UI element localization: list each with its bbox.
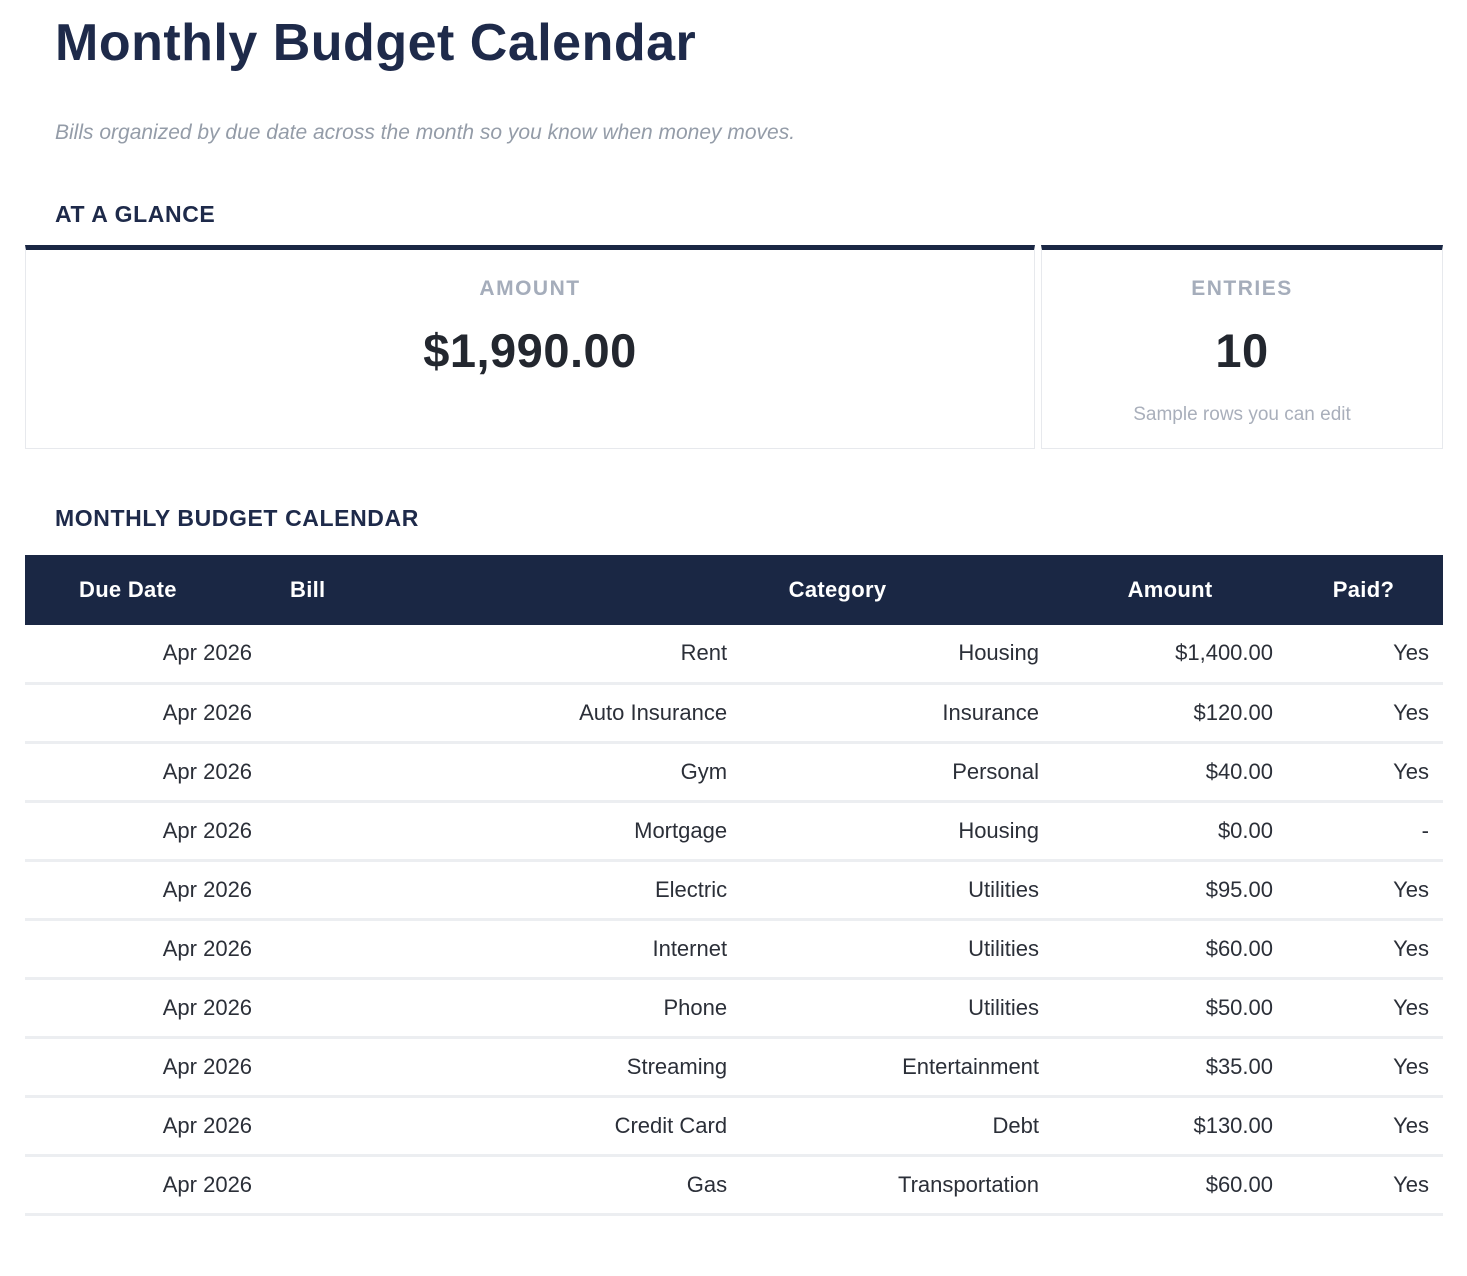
page-title: Monthly Budget Calendar — [55, 14, 697, 72]
amount-cell: $35.00 — [1053, 1037, 1287, 1099]
entries-card-label: ENTRIES — [1191, 276, 1293, 300]
bill-cell: Credit Card — [266, 1096, 742, 1158]
paid-cell: - — [1287, 801, 1443, 863]
amount-cell: $60.00 — [1053, 919, 1287, 981]
paid-cell: Yes — [1287, 860, 1443, 922]
table-header-row: Due Date Bill Category Amount Paid? — [25, 554, 1443, 625]
paid-cell: Yes — [1287, 624, 1443, 686]
paid-cell: Yes — [1287, 1155, 1443, 1217]
budget-table: Due Date Bill Category Amount Paid? Apr … — [25, 554, 1443, 1217]
amount-cell: $130.00 — [1053, 1096, 1287, 1158]
table-row[interactable]: Apr 2026 Internet Utilities $60.00 Yes — [25, 919, 1443, 981]
entries-card-value: 10 — [1215, 323, 1269, 377]
paid-cell: Yes — [1287, 919, 1443, 981]
amount-card-value: $1,990.00 — [423, 323, 637, 377]
glance-cards: AMOUNT $1,990.00 ENTRIES 10 Sample rows … — [25, 244, 1443, 449]
entries-card-note: Sample rows you can edit — [1133, 403, 1351, 425]
category-cell: Housing — [741, 624, 1054, 686]
bill-cell: Auto Insurance — [266, 683, 742, 745]
amount-card-label: AMOUNT — [479, 276, 581, 300]
paid-cell: Yes — [1287, 1096, 1443, 1158]
category-cell: Debt — [741, 1096, 1054, 1158]
table-row[interactable]: Apr 2026 Phone Utilities $50.00 Yes — [25, 978, 1443, 1040]
calendar-section-heading: MONTHLY BUDGET CALENDAR — [55, 504, 419, 531]
amount-cell: $120.00 — [1053, 683, 1287, 745]
bill-cell: Mortgage — [266, 801, 742, 863]
due-date-cell: Apr 2026 — [25, 860, 267, 922]
due-date-cell: Apr 2026 — [25, 624, 267, 686]
column-header-amount: Amount — [1053, 554, 1287, 625]
bill-cell: Streaming — [266, 1037, 742, 1099]
category-cell: Utilities — [741, 978, 1054, 1040]
due-date-cell: Apr 2026 — [25, 1037, 267, 1099]
column-header-bill: Bill — [266, 554, 742, 625]
amount-cell: $1,400.00 — [1053, 624, 1287, 686]
page-subtitle: Bills organized by due date across the m… — [55, 120, 796, 144]
category-cell: Housing — [741, 801, 1054, 863]
category-cell: Personal — [741, 742, 1054, 804]
due-date-cell: Apr 2026 — [25, 801, 267, 863]
amount-cell: $95.00 — [1053, 860, 1287, 922]
category-cell: Transportation — [741, 1155, 1054, 1217]
budget-table-head: Due Date Bill Category Amount Paid? — [25, 554, 1443, 625]
column-header-paid: Paid? — [1287, 554, 1443, 625]
table-row[interactable]: Apr 2026 Gas Transportation $60.00 Yes — [25, 1155, 1443, 1217]
due-date-cell: Apr 2026 — [25, 919, 267, 981]
due-date-cell: Apr 2026 — [25, 1096, 267, 1158]
entries-summary-card: ENTRIES 10 Sample rows you can edit — [1041, 244, 1443, 449]
table-row[interactable]: Apr 2026 Streaming Entertainment $35.00 … — [25, 1037, 1443, 1099]
due-date-cell: Apr 2026 — [25, 1155, 267, 1217]
category-cell: Utilities — [741, 919, 1054, 981]
bill-cell: Phone — [266, 978, 742, 1040]
amount-summary-card: AMOUNT $1,990.00 — [25, 244, 1035, 449]
due-date-cell: Apr 2026 — [25, 742, 267, 804]
amount-cell: $0.00 — [1053, 801, 1287, 863]
paid-cell: Yes — [1287, 683, 1443, 745]
table-row[interactable]: Apr 2026 Rent Housing $1,400.00 Yes — [25, 624, 1443, 686]
amount-cell: $40.00 — [1053, 742, 1287, 804]
glance-section-heading: AT A GLANCE — [55, 200, 216, 227]
amount-cell: $50.00 — [1053, 978, 1287, 1040]
category-cell: Utilities — [741, 860, 1054, 922]
bill-cell: Gym — [266, 742, 742, 804]
column-header-category: Category — [741, 554, 1054, 625]
table-row[interactable]: Apr 2026 Credit Card Debt $130.00 Yes — [25, 1096, 1443, 1158]
table-row[interactable]: Apr 2026 Gym Personal $40.00 Yes — [25, 742, 1443, 804]
paid-cell: Yes — [1287, 742, 1443, 804]
paid-cell: Yes — [1287, 1037, 1443, 1099]
due-date-cell: Apr 2026 — [25, 978, 267, 1040]
budget-table-body: Apr 2026 Rent Housing $1,400.00 Yes Apr … — [25, 624, 1443, 1217]
table-row[interactable]: Apr 2026 Auto Insurance Insurance $120.0… — [25, 683, 1443, 745]
table-row[interactable]: Apr 2026 Electric Utilities $95.00 Yes — [25, 860, 1443, 922]
bill-cell: Electric — [266, 860, 742, 922]
due-date-cell: Apr 2026 — [25, 683, 267, 745]
bill-cell: Internet — [266, 919, 742, 981]
column-header-due-date: Due Date — [25, 554, 267, 625]
bill-cell: Gas — [266, 1155, 742, 1217]
category-cell: Insurance — [741, 683, 1054, 745]
amount-cell: $60.00 — [1053, 1155, 1287, 1217]
budget-page: Monthly Budget Calendar Bills organized … — [25, 14, 1443, 1217]
category-cell: Entertainment — [741, 1037, 1054, 1099]
paid-cell: Yes — [1287, 978, 1443, 1040]
table-row[interactable]: Apr 2026 Mortgage Housing $0.00 - — [25, 801, 1443, 863]
bill-cell: Rent — [266, 624, 742, 686]
